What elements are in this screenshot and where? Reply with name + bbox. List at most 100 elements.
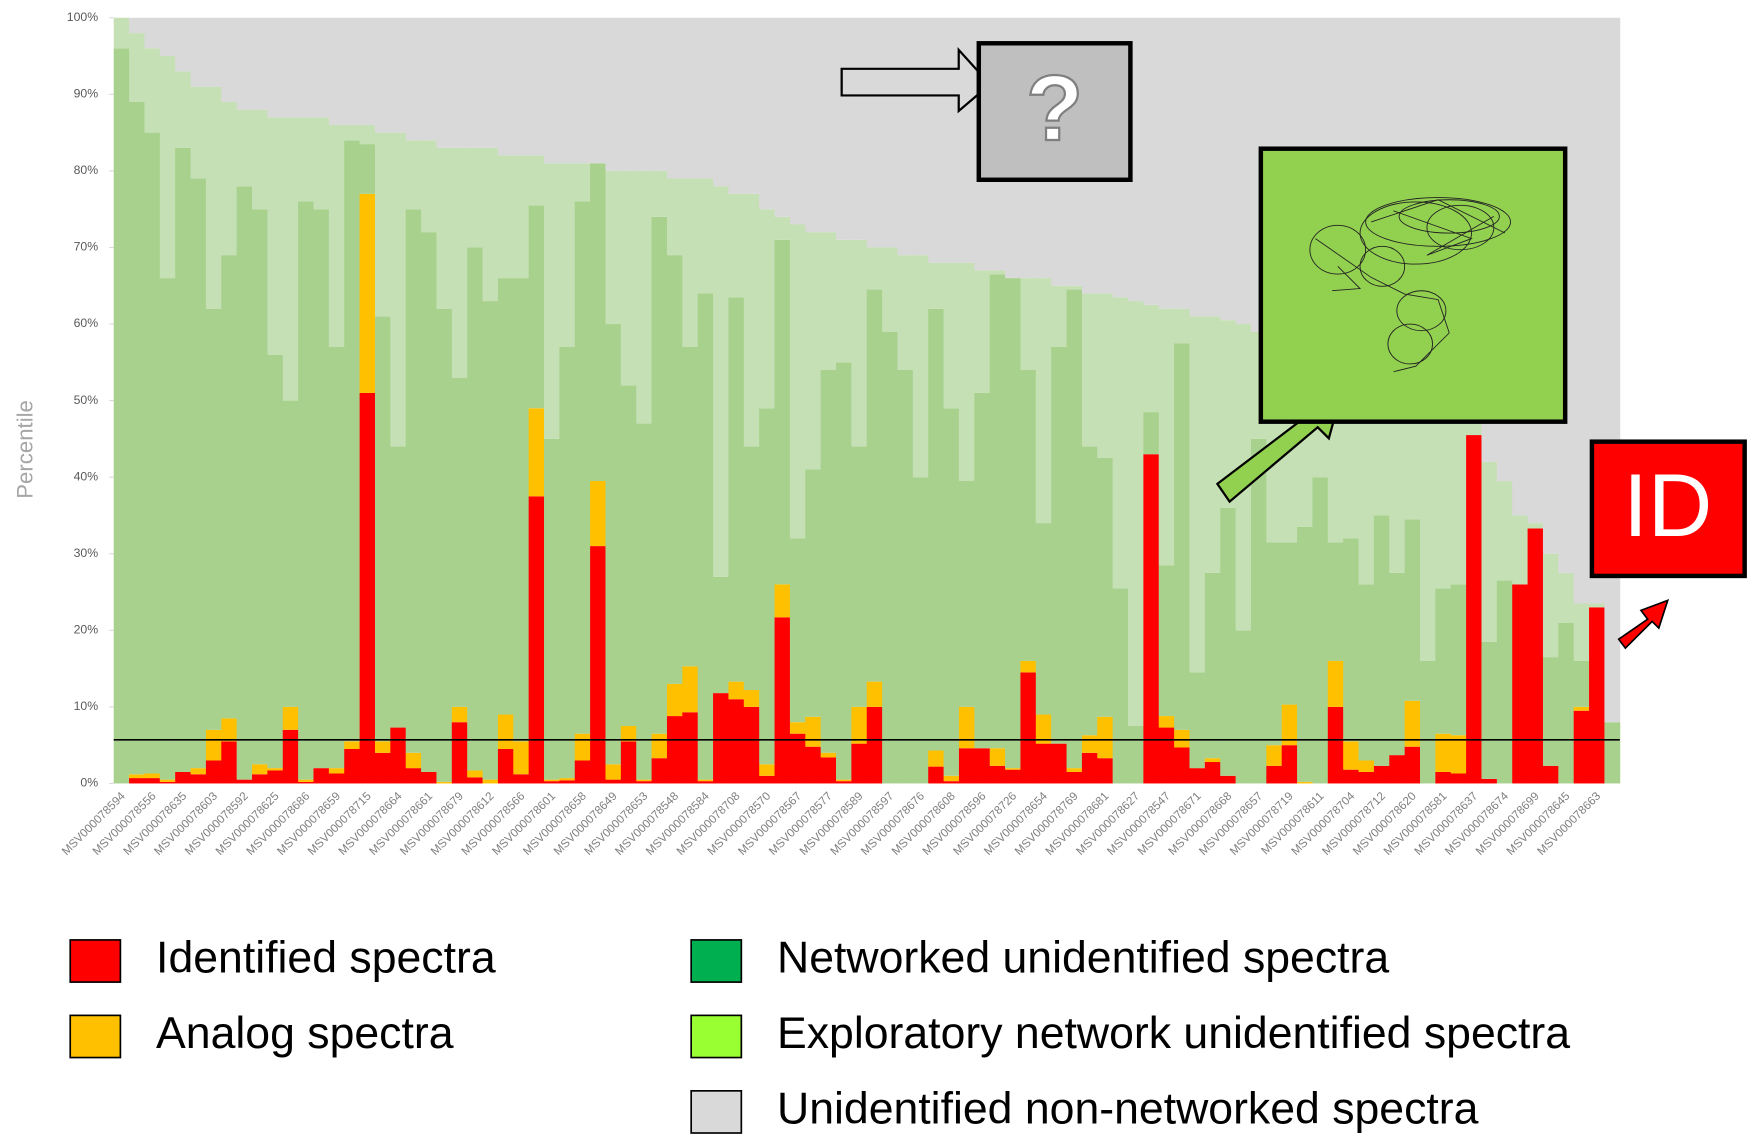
bar-segment <box>959 707 975 748</box>
bar-segment <box>836 780 852 782</box>
bar-segment <box>575 202 591 734</box>
bar-segment <box>529 205 545 408</box>
bar-segment <box>821 18 837 232</box>
bar-segment <box>513 156 529 279</box>
bar-segment <box>313 117 329 209</box>
bar-segment <box>1328 542 1344 661</box>
bar-segment <box>513 278 529 741</box>
bar-segment <box>375 316 391 741</box>
bar-segment <box>160 18 176 56</box>
bar-segment <box>421 140 437 232</box>
bar-segment <box>897 255 913 370</box>
bar-segment <box>498 715 514 749</box>
bar-segment <box>1497 481 1513 581</box>
bar-segment <box>375 741 391 752</box>
bar-segment <box>1528 523 1544 528</box>
bar-segment <box>1174 747 1190 783</box>
bar-segment <box>283 401 299 707</box>
bar-segment <box>1220 776 1236 784</box>
bar-segment <box>191 18 207 87</box>
bar-segment <box>1420 661 1436 784</box>
bar-segment <box>1543 554 1559 657</box>
bar-segment <box>790 224 806 538</box>
bar-segment <box>1005 278 1021 768</box>
bar-segment <box>775 240 791 585</box>
bar-segment <box>344 18 360 125</box>
y-tick-label: 50% <box>74 393 99 407</box>
bar-segment <box>913 18 929 255</box>
bar-segment <box>421 772 437 783</box>
bar-segment <box>1266 766 1282 784</box>
bar-segment <box>867 290 883 682</box>
legend-label: Unidentified non-networked spectra <box>777 1085 1479 1134</box>
bar-segment <box>1036 523 1052 714</box>
legend-swatch <box>691 1015 741 1057</box>
bar-segment <box>1020 370 1036 661</box>
bar-segment <box>191 87 207 179</box>
legend-swatch <box>691 940 741 982</box>
bar-segment <box>1297 782 1313 784</box>
bar-segment <box>544 439 560 780</box>
bar-segment <box>144 778 160 783</box>
bar-segment <box>713 577 729 693</box>
bar-segment <box>1466 435 1482 783</box>
bar-segment <box>636 18 652 171</box>
bar-segment <box>129 774 145 778</box>
bar-segment <box>1143 412 1159 454</box>
bar-segment <box>267 768 283 770</box>
bar-segment <box>728 699 744 783</box>
bar-segment <box>1113 588 1129 783</box>
bar-segment <box>1359 772 1375 783</box>
bar-segment <box>744 707 760 784</box>
bar-segment <box>928 263 944 309</box>
bar-segment <box>160 782 176 784</box>
bar-segment <box>559 163 575 347</box>
bar-segment <box>1174 730 1190 748</box>
bar-segment <box>1205 762 1221 783</box>
bar-segment <box>851 707 867 744</box>
bar-segment <box>621 385 637 726</box>
y-tick-label: 40% <box>74 469 99 483</box>
bar-segment <box>360 194 376 393</box>
bar-segment <box>652 18 668 171</box>
bar-segment <box>667 684 683 716</box>
bar-segment <box>867 247 883 289</box>
question-mark: ? <box>1026 55 1083 160</box>
bar-segment <box>775 217 791 240</box>
bar-segment <box>267 770 283 783</box>
bar-segment <box>1543 766 1559 784</box>
bar-segment <box>1005 768 1021 770</box>
bar-segment <box>237 780 253 784</box>
bar-segment <box>483 780 499 784</box>
bar-segment <box>1174 18 1190 309</box>
bar-segment <box>467 247 483 770</box>
bar-segment <box>1343 538 1359 741</box>
bar-segment <box>513 774 529 783</box>
bar-segment <box>682 712 698 783</box>
bar-segment <box>467 148 483 248</box>
bar-segment <box>882 332 898 784</box>
bar-segment <box>605 324 621 764</box>
bar-segment <box>529 408 545 496</box>
bar-segment <box>1174 343 1190 730</box>
bar-segment <box>406 209 422 753</box>
bar-segment <box>129 18 145 33</box>
bar-segment <box>805 470 821 717</box>
bar-segment <box>1574 711 1590 784</box>
id-text: ID <box>1623 455 1712 555</box>
bar-segment <box>605 18 621 171</box>
bar-segment <box>682 347 698 666</box>
y-tick-label: 70% <box>74 240 99 254</box>
bar-segment <box>344 741 360 749</box>
bar-segment <box>144 48 160 132</box>
bar-segment <box>313 209 329 768</box>
bar-segment <box>544 781 560 783</box>
bar-segment <box>375 753 391 784</box>
bar-segment <box>775 584 791 617</box>
bar-segment <box>1205 758 1221 762</box>
y-tick-label: 80% <box>74 163 99 177</box>
bar-segment <box>114 48 130 783</box>
bar-segment <box>759 18 775 209</box>
bar-segment <box>160 56 176 278</box>
bar-segment <box>513 18 529 156</box>
